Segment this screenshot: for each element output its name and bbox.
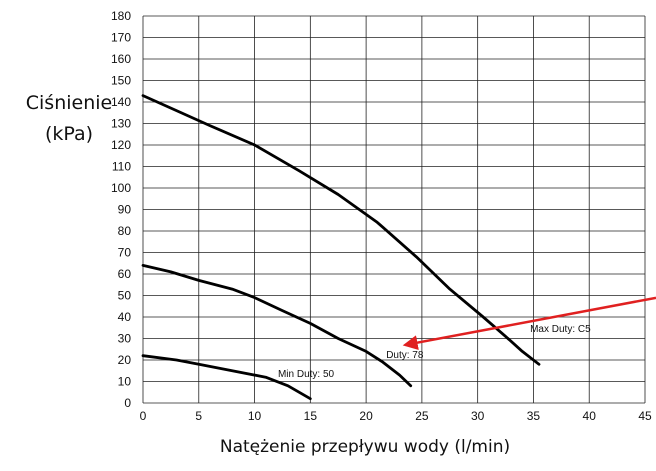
y-tick-label: 170 (111, 31, 131, 45)
x-tick-label: 45 (638, 409, 652, 423)
y-tick-label: 10 (118, 375, 132, 389)
y-tick-label: 160 (111, 52, 131, 66)
y-tick-label: 110 (112, 160, 131, 174)
x-tick-label: 30 (471, 409, 485, 423)
y-tick-label: 20 (118, 353, 132, 367)
y-tick-label: 0 (124, 396, 131, 410)
y-axis-label-line1: Ciśnienie (25, 92, 113, 114)
y-tick-label: 130 (111, 117, 131, 131)
series-line-2 (141, 264, 413, 388)
y-tick-label: 140 (111, 95, 131, 109)
x-tick-label: 20 (359, 409, 373, 423)
series-line-1 (141, 94, 541, 366)
y-tick-label: 70 (118, 246, 132, 260)
x-tick-label: 15 (304, 409, 318, 423)
series-line-3 (141, 354, 312, 401)
y-axis-label: Ciśnienie (kPa) (0, 88, 138, 150)
y-tick-label: 30 (118, 332, 132, 346)
y-tick-label: 40 (118, 310, 132, 324)
x-tick-label: 5 (195, 409, 202, 423)
x-tick-label: 35 (527, 409, 541, 423)
y-tick-label: 50 (118, 289, 132, 303)
y-tick-label: 100 (111, 181, 131, 195)
y-tick-label: 90 (118, 203, 132, 217)
x-tick-label: 40 (583, 409, 597, 423)
series-annotation-3: Min Duty: 50 (278, 369, 335, 380)
y-tick-label: 80 (118, 224, 132, 238)
x-tick-label: 0 (140, 409, 147, 423)
y-tick-label: 180 (111, 9, 131, 23)
red-arrow (402, 296, 656, 351)
y-tick-label: 60 (118, 267, 132, 281)
series-annotation-1: Max Duty: C5 (530, 324, 591, 335)
y-tick-label: 120 (111, 138, 131, 152)
x-tick-label: 25 (415, 409, 429, 423)
series-annotation-2: Duty: 78 (386, 350, 424, 361)
y-axis-label-line2: (kPa) (44, 123, 94, 145)
y-tick-label: 150 (111, 74, 131, 88)
x-axis-label: Natężenie przepływu wody (l/min) (219, 437, 511, 457)
x-tick-label: 10 (248, 409, 262, 423)
